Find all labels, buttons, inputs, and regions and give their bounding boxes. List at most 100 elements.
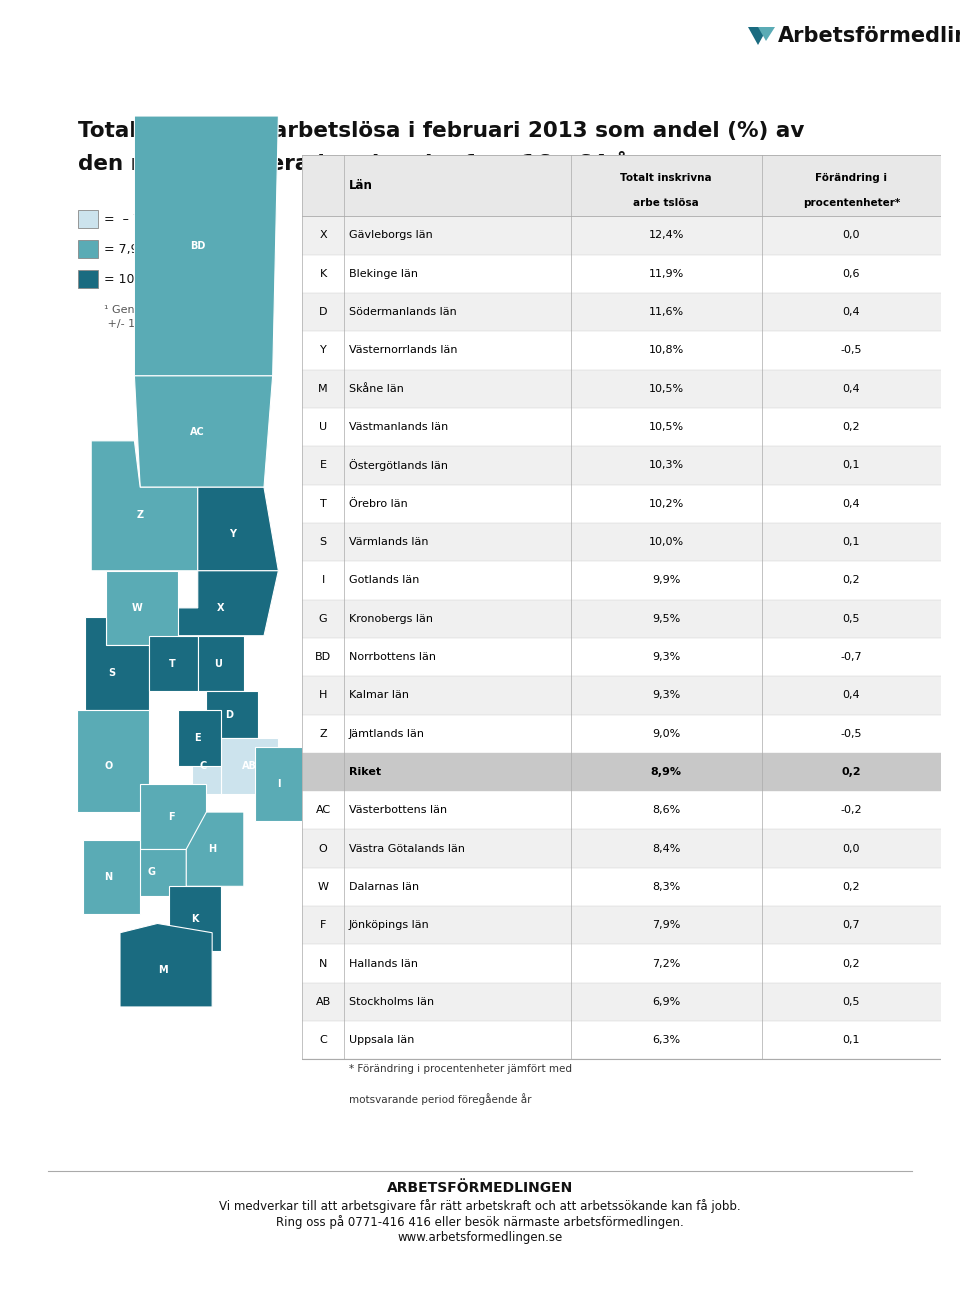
Polygon shape — [169, 887, 221, 951]
Text: O: O — [319, 844, 327, 853]
Polygon shape — [83, 840, 140, 914]
Text: Västra Götalands län: Västra Götalands län — [349, 844, 465, 853]
Text: 8,3%: 8,3% — [652, 882, 681, 892]
Text: +/- 1 procentenhet: +/- 1 procentenhet — [104, 318, 214, 329]
Text: Y: Y — [228, 528, 236, 539]
Text: procentenheter*: procentenheter* — [803, 197, 900, 208]
Text: = 10,0 % –: = 10,0 % – — [104, 272, 173, 285]
Text: 10,0%: 10,0% — [649, 538, 684, 547]
Text: 0,1: 0,1 — [843, 1035, 860, 1045]
Text: den registerbaserade arbetskraften 16 – 64 år: den registerbaserade arbetskraften 16 – … — [78, 151, 639, 174]
Text: E: E — [320, 460, 326, 470]
Text: * Förändring i procentenheter jämfört med: * Förändring i procentenheter jämfört me… — [349, 1065, 572, 1074]
Text: E: E — [195, 733, 201, 742]
Text: Län: Län — [349, 179, 372, 192]
Text: 8,9%: 8,9% — [651, 767, 682, 777]
FancyBboxPatch shape — [302, 867, 941, 906]
Text: I: I — [276, 780, 280, 789]
FancyBboxPatch shape — [302, 1021, 941, 1060]
Text: 11,9%: 11,9% — [649, 268, 684, 278]
Polygon shape — [120, 923, 212, 1007]
FancyBboxPatch shape — [302, 714, 941, 753]
Polygon shape — [186, 812, 244, 887]
Text: 6,3%: 6,3% — [652, 1035, 681, 1045]
Text: 0,2: 0,2 — [843, 422, 860, 432]
FancyBboxPatch shape — [302, 446, 941, 485]
Text: 12,4%: 12,4% — [649, 231, 684, 241]
Text: Östergötlands län: Östergötlands län — [349, 459, 448, 472]
Text: N: N — [319, 959, 327, 968]
Text: Västmanlands län: Västmanlands län — [349, 422, 448, 432]
Polygon shape — [85, 617, 149, 710]
Text: 0,5: 0,5 — [843, 996, 860, 1007]
FancyBboxPatch shape — [78, 240, 98, 258]
Text: Hallands län: Hallands län — [349, 959, 418, 968]
Text: X: X — [217, 603, 225, 612]
Text: U: U — [214, 659, 222, 669]
Text: N: N — [105, 873, 112, 882]
Text: Kronobergs län: Kronobergs län — [349, 614, 433, 624]
Text: 0,4: 0,4 — [843, 691, 860, 700]
Text: M: M — [319, 384, 328, 393]
Text: 9,5%: 9,5% — [652, 614, 681, 624]
Text: BD: BD — [315, 652, 331, 663]
Text: Riket: Riket — [349, 767, 381, 777]
FancyBboxPatch shape — [302, 753, 941, 791]
FancyBboxPatch shape — [78, 210, 98, 228]
Text: AC: AC — [316, 806, 330, 816]
Text: ARBETSFÖRMEDLINGEN: ARBETSFÖRMEDLINGEN — [387, 1181, 573, 1195]
Polygon shape — [106, 571, 178, 644]
Text: I: I — [322, 575, 324, 585]
Text: Gotlands län: Gotlands län — [349, 575, 420, 585]
Text: Totalt inskrivna: Totalt inskrivna — [620, 173, 712, 183]
FancyBboxPatch shape — [302, 407, 941, 446]
Text: 0,4: 0,4 — [843, 499, 860, 509]
Text: K: K — [191, 914, 199, 924]
Text: 9,3%: 9,3% — [652, 691, 681, 700]
Text: arbe tslösa: arbe tslösa — [634, 197, 699, 208]
Text: D: D — [319, 307, 327, 317]
Polygon shape — [140, 784, 206, 849]
Text: S: S — [320, 538, 326, 547]
Text: AB: AB — [242, 761, 257, 771]
Text: Västernorrlands län: Västernorrlands län — [349, 345, 458, 356]
Text: T: T — [320, 499, 326, 509]
Text: 9,3%: 9,3% — [652, 652, 681, 663]
FancyBboxPatch shape — [302, 945, 941, 982]
Polygon shape — [255, 748, 307, 821]
Text: C: C — [320, 1035, 327, 1045]
Text: 7,9%: 7,9% — [652, 920, 681, 931]
Text: 0,0: 0,0 — [843, 231, 860, 241]
Polygon shape — [206, 691, 258, 737]
FancyBboxPatch shape — [302, 155, 941, 217]
Text: AC: AC — [190, 427, 205, 437]
Text: 10,2%: 10,2% — [649, 499, 684, 509]
Text: 10,5%: 10,5% — [649, 422, 684, 432]
Text: Värmlands län: Värmlands län — [349, 538, 428, 547]
Text: 11,6%: 11,6% — [649, 307, 684, 317]
Text: 0,7: 0,7 — [843, 920, 860, 931]
FancyBboxPatch shape — [302, 370, 941, 407]
Polygon shape — [149, 635, 198, 691]
Polygon shape — [748, 27, 768, 45]
Text: W: W — [318, 882, 328, 892]
Text: BD: BD — [190, 241, 205, 251]
Text: 0,2: 0,2 — [843, 575, 860, 585]
Text: H: H — [208, 844, 216, 855]
Text: Gävleborgs län: Gävleborgs län — [349, 231, 433, 241]
Text: Södermanlands län: Södermanlands län — [349, 307, 457, 317]
Text: M: M — [158, 965, 168, 974]
FancyBboxPatch shape — [302, 791, 941, 830]
Text: -0,7: -0,7 — [841, 652, 862, 663]
FancyBboxPatch shape — [302, 677, 941, 714]
FancyBboxPatch shape — [302, 485, 941, 523]
Text: G: G — [148, 867, 156, 878]
Text: 0,1: 0,1 — [843, 460, 860, 470]
Text: Ring oss på 0771-416 416 eller besök närmaste arbetsförmedlingen.: Ring oss på 0771-416 416 eller besök när… — [276, 1216, 684, 1228]
Text: D: D — [226, 710, 233, 719]
Polygon shape — [126, 849, 186, 896]
FancyBboxPatch shape — [302, 561, 941, 599]
FancyBboxPatch shape — [78, 269, 98, 287]
Text: -0,5: -0,5 — [841, 728, 862, 739]
Text: Jämtlands län: Jämtlands län — [349, 728, 425, 739]
